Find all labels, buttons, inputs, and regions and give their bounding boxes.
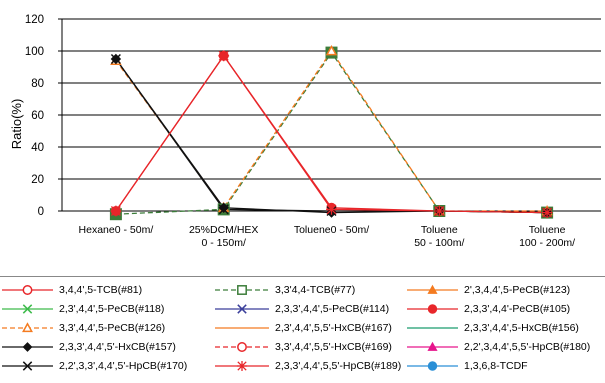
legend-label: 2,3,3',4,4',5-HxCB(#156) [464, 322, 579, 334]
data-point [325, 44, 338, 56]
legend-symbol [407, 341, 458, 351]
legend-label: 2,3',4,4',5-PeCB(#118) [59, 303, 165, 315]
data-point [110, 205, 122, 217]
y-tick-label: 0 [38, 206, 44, 218]
data-point [22, 285, 33, 295]
legend-item: 3,3',4,4',5,5'-HxCB(#169) [213, 339, 392, 355]
legend-symbol [2, 361, 53, 371]
series-lines [115, 49, 548, 215]
legend-label: 3,3',4,4',5-PeCB(#126) [59, 322, 166, 334]
legend-symbol [215, 360, 269, 372]
legend-symbol [407, 304, 458, 314]
legend-symbol [215, 342, 269, 352]
legend-symbol [407, 361, 458, 371]
data-point [427, 361, 438, 371]
data-point [218, 50, 230, 62]
x-category-labels: Hexane0 - 50m/25%DCM/HEX 0 - 150m/Toluene… [79, 224, 576, 249]
legend-label: 2,3',4,4',5,5'-HxCB(#167) [275, 322, 392, 334]
y-tick-label: 120 [25, 14, 44, 26]
legend-symbol [215, 285, 269, 295]
legend-label: 2',3,4,4',5-PeCB(#123) [464, 284, 571, 296]
legend-label: 2,3,3',4,4',5'-HxCB(#157) [59, 341, 176, 353]
legend-label: 3,4,4',5-TCB(#81) [59, 284, 143, 296]
data-point [22, 361, 33, 371]
data-point [22, 322, 33, 333]
legend-item: 2,3,3',4,4',5'-HxCB(#157) [0, 339, 176, 355]
legend-label: 3,3'4,4-TCB(#77) [275, 284, 356, 296]
legend-item: 2,2',3,3',4,4',5'-HpCB(#170) [0, 358, 187, 374]
legend-symbol [2, 322, 53, 333]
data-point [541, 207, 553, 218]
legend-item: 3,4,4',5-TCB(#81) [0, 282, 142, 298]
data-point [433, 205, 445, 217]
grid-lines [62, 18, 601, 180]
legend-label: 2,3,3',4,4',5,5'-HpCB(#189) [275, 360, 402, 372]
data-point [22, 304, 33, 314]
legend-item: 2,3,3',4,4',5,5'-HpCB(#189) [213, 358, 401, 374]
x-category-label: 25%DCM/HEX 0 - 150m/ [189, 224, 258, 249]
series-line [115, 49, 548, 212]
legend-item: 2,3,3',4,4'-PeCB(#105) [405, 301, 570, 317]
chart-legend: 3,4,4',5-TCB(#81) 3,3'4,4-TCB(#77) 2',3,4,… [0, 276, 605, 383]
series-markers [109, 44, 554, 221]
series-line [115, 58, 548, 214]
y-tick-label: 40 [31, 142, 44, 154]
y-axis-label: Ratio(%) [9, 99, 24, 150]
legend-symbol [2, 285, 53, 295]
legend-label: 2,3,3',4,4',5-PeCB(#114) [275, 303, 390, 315]
legend-symbol [215, 327, 269, 329]
y-tick-label: 20 [31, 174, 44, 186]
series-line [115, 54, 548, 214]
data-point [110, 53, 121, 65]
data-point [237, 342, 247, 352]
data-point [218, 204, 229, 215]
x-category-label: Toluene 50 - 100m/ [414, 224, 464, 249]
line-chart: 0 20 40 60 80 100 120 Hexane0 - 50m/25%DCM/HEX… [9, 14, 601, 249]
data-point [427, 304, 438, 314]
legend-divider [0, 276, 605, 277]
x-category-label: Toluene 100 - 200m/ [519, 224, 575, 249]
legend-label: 2,2',3,4,4',5,5'-HpCB(#180) [464, 341, 591, 353]
legend-symbol [2, 304, 53, 314]
series-line [115, 51, 548, 215]
series-line [115, 54, 548, 214]
y-tick-label: 80 [31, 78, 44, 90]
legend-label: 2,2',3,3',4,4',5'-HpCB(#170) [59, 360, 188, 372]
legend-symbol [407, 327, 458, 329]
legend-item: 2',3,4,4',5-PeCB(#123) [405, 282, 570, 298]
legend-item: 3,3'4,4-TCB(#77) [213, 282, 355, 298]
legend-label: 2,3,3',4,4'-PeCB(#105) [464, 303, 571, 315]
legend-symbol [2, 342, 53, 352]
data-point [237, 304, 247, 314]
legend-symbol [215, 304, 269, 314]
legend-item: 2,3',4,4',5-PeCB(#118) [0, 301, 164, 317]
legend-symbol [407, 284, 458, 294]
legend-item: 3,3',4,4',5-PeCB(#126) [0, 320, 165, 336]
data-point [326, 204, 337, 215]
data-point [22, 342, 33, 352]
legend-label: 1,3,6,8-TCDF [464, 360, 528, 372]
legend-item: 1,3,6,8-TCDF [405, 358, 528, 374]
legend-item: 2,3,3',4,4',5-HxCB(#156) [405, 320, 579, 336]
y-tick-label: 100 [25, 46, 44, 58]
y-tick-labels: 0 20 40 60 80 100 120 [25, 14, 44, 218]
data-point [237, 285, 247, 295]
y-tick-label: 60 [31, 110, 44, 122]
legend-item: 2,3,3',4,4',5-PeCB(#114) [213, 301, 389, 317]
x-category-label: Toluene0 - 50m/ [294, 224, 369, 236]
series-line [115, 58, 548, 214]
data-point [427, 341, 438, 351]
legend-item: 2,2',3,4,4',5,5'-HpCB(#180) [405, 339, 590, 355]
data-point [236, 360, 248, 372]
legend-item: 2,3',4,4',5,5'-HxCB(#167) [213, 320, 392, 336]
x-category-label: Hexane0 - 50m/ [79, 224, 154, 236]
data-point [427, 284, 438, 294]
legend-label: 3,3',4,4',5,5'-HxCB(#169) [275, 341, 392, 353]
